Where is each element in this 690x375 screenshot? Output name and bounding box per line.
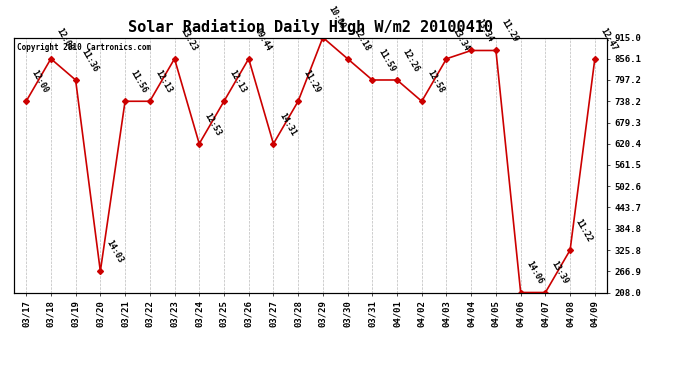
- Text: 12:18: 12:18: [351, 26, 372, 53]
- Text: 12:53: 12:53: [203, 111, 224, 137]
- Text: 14:06: 14:06: [524, 260, 544, 286]
- Text: 13:34: 13:34: [475, 18, 495, 44]
- Text: 12:13: 12:13: [153, 69, 174, 95]
- Text: 11:59: 11:59: [376, 48, 396, 74]
- Text: 13:39: 13:39: [549, 260, 569, 286]
- Text: 11:22: 11:22: [574, 217, 594, 244]
- Text: 09:44: 09:44: [253, 26, 273, 53]
- Text: 12:13: 12:13: [228, 69, 248, 95]
- Text: 12:47: 12:47: [598, 26, 619, 53]
- Text: 12:00: 12:00: [30, 69, 50, 95]
- Text: 10:00: 10:00: [326, 5, 347, 31]
- Text: 11:29: 11:29: [302, 69, 322, 95]
- Text: 11:56: 11:56: [129, 69, 149, 95]
- Text: Copyright 2010 Cartronics.com: Copyright 2010 Cartronics.com: [17, 43, 151, 52]
- Title: Solar Radiation Daily High W/m2 20100410: Solar Radiation Daily High W/m2 20100410: [128, 19, 493, 35]
- Text: 12:00: 12:00: [55, 26, 75, 53]
- Text: 11:29: 11:29: [500, 18, 520, 44]
- Text: 13:23: 13:23: [178, 26, 199, 53]
- Text: 14:31: 14:31: [277, 111, 297, 137]
- Text: 11:36: 11:36: [79, 48, 99, 74]
- Text: 12:58: 12:58: [426, 69, 446, 95]
- Text: 14:03: 14:03: [104, 239, 124, 265]
- Text: 13:34: 13:34: [450, 26, 471, 53]
- Text: 12:26: 12:26: [401, 48, 421, 74]
